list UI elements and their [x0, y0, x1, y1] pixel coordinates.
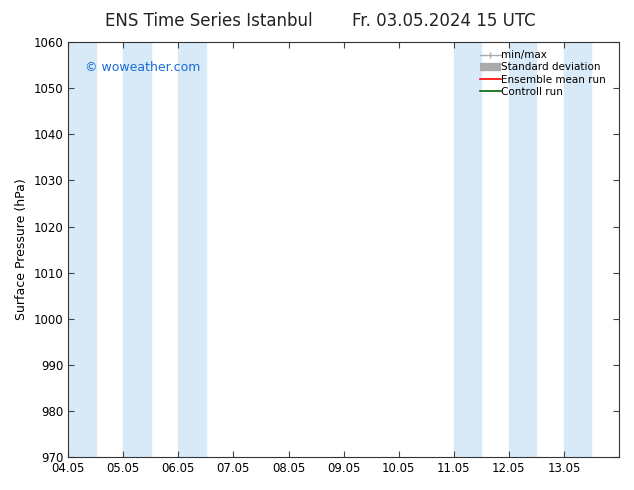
Y-axis label: Surface Pressure (hPa): Surface Pressure (hPa)	[15, 179, 28, 320]
Text: © woweather.com: © woweather.com	[85, 61, 200, 74]
Legend: min/max, Standard deviation, Ensemble mean run, Controll run: min/max, Standard deviation, Ensemble me…	[477, 47, 614, 100]
Text: ENS Time Series Istanbul: ENS Time Series Istanbul	[105, 12, 313, 30]
Bar	[68, 42, 96, 457]
Text: Fr. 03.05.2024 15 UTC: Fr. 03.05.2024 15 UTC	[352, 12, 536, 30]
Bar	[509, 42, 536, 457]
Bar	[564, 42, 592, 457]
Bar	[178, 42, 206, 457]
Bar	[123, 42, 151, 457]
Bar	[454, 42, 481, 457]
